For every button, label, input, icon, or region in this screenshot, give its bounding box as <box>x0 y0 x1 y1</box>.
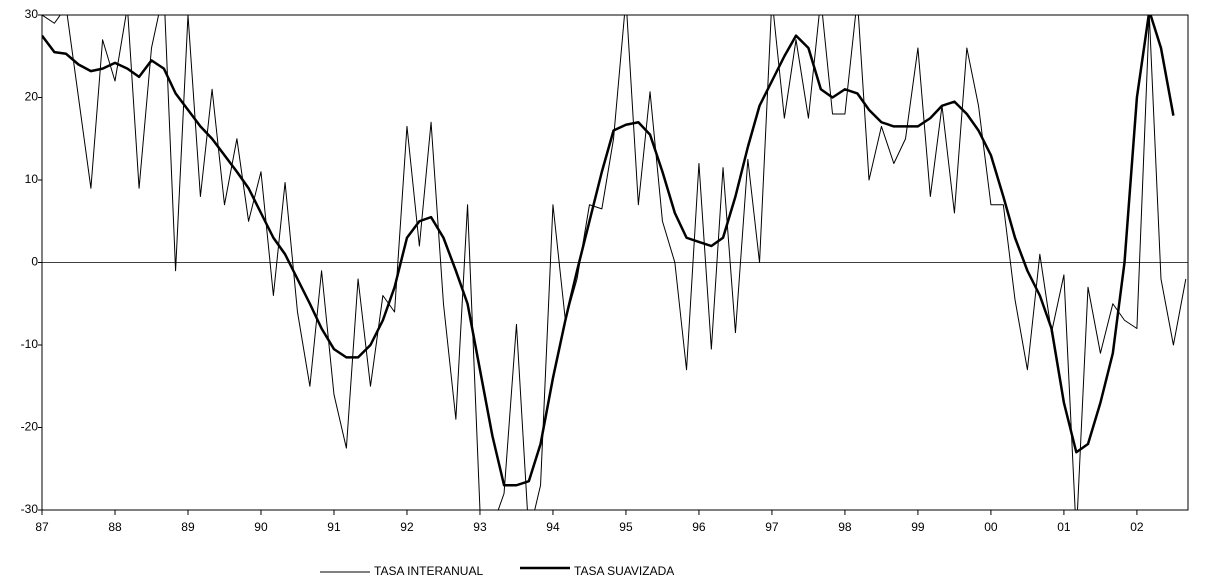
y-tick-label: -30 <box>21 502 39 516</box>
x-tick-label: 01 <box>1057 520 1071 534</box>
legend-label: TASA SUAVIZADA <box>574 564 674 578</box>
y-tick-label: 10 <box>25 172 39 186</box>
x-tick-label: 90 <box>254 520 268 534</box>
x-tick-label: 94 <box>546 520 560 534</box>
x-tick-label: 97 <box>765 520 779 534</box>
x-tick-label: 99 <box>911 520 925 534</box>
series-line <box>42 15 1175 487</box>
x-tick-label: 98 <box>838 520 852 534</box>
x-tick-label: 00 <box>984 520 998 534</box>
x-tick-label: 88 <box>108 520 122 534</box>
x-tick-label: 02 <box>1130 520 1144 534</box>
x-tick-label: 95 <box>619 520 633 534</box>
x-tick-label: 89 <box>181 520 195 534</box>
y-tick-label: 0 <box>31 255 38 269</box>
x-tick-label: 87 <box>35 520 49 534</box>
y-tick-label: -20 <box>21 420 39 434</box>
series-line <box>42 15 1187 510</box>
x-tick-label: 96 <box>692 520 706 534</box>
plot-area <box>42 15 1187 510</box>
y-tick-label: 30 <box>25 7 39 21</box>
x-tick-label: 93 <box>473 520 487 534</box>
x-tick-label: 91 <box>327 520 341 534</box>
legend-label: TASA INTERANUAL <box>374 564 483 578</box>
x-tick-label: 92 <box>400 520 414 534</box>
y-tick-label: -10 <box>21 337 39 351</box>
y-tick-label: 20 <box>25 90 39 104</box>
